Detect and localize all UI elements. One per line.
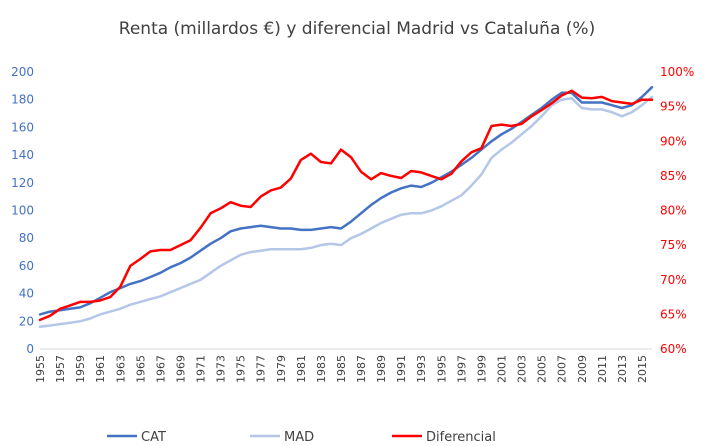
y-right-tick-label: 85%: [660, 169, 687, 183]
x-tick-label: 1965: [134, 355, 147, 383]
x-tick-label: 1969: [174, 355, 187, 383]
legend-label: MAD: [284, 430, 314, 445]
x-tick-label: 1959: [74, 355, 87, 383]
plot-area: 0 20 40 60 80 100 120 140 160 180 200 60% 65% 70% 75% 8…: [11, 65, 694, 383]
y-right-tick-label: 75%: [660, 238, 687, 252]
x-tick-label: 1985: [335, 355, 348, 383]
x-tick-label: 1999: [475, 355, 488, 383]
y-right-tick-label: 100%: [660, 65, 694, 79]
y-right-tick-label: 60%: [660, 342, 687, 356]
y-right-tick-label: 95%: [660, 100, 687, 114]
series-line-mad: [38, 95, 654, 329]
legend: CAT MAD Diferencial: [107, 430, 496, 445]
x-tick-label: 2007: [556, 355, 569, 383]
x-tick-label: 2011: [596, 355, 609, 383]
x-tick-label: 2015: [636, 355, 649, 383]
x-tick-label: 1983: [315, 355, 328, 383]
y-right-tick-label: 70%: [660, 273, 687, 287]
x-tick-label: 1997: [455, 355, 468, 383]
y-left-tick-label: 20: [19, 314, 34, 328]
series-line-diferencial: [38, 89, 654, 322]
x-tick-label: 1977: [255, 355, 268, 383]
x-tick-label: 1993: [415, 355, 428, 383]
y-left-tick-label: 160: [11, 120, 34, 134]
y-left-tick-label: 120: [11, 176, 34, 190]
x-tick-label: 1973: [215, 355, 228, 383]
y-left-tick-label: 80: [19, 231, 34, 245]
y-left-tick-label: 180: [11, 93, 34, 107]
x-tick-label: 1971: [195, 355, 208, 383]
y-left-tick-label: 60: [19, 259, 34, 273]
y-left-tick-label: 140: [11, 148, 34, 162]
y-left-tick-label: 200: [11, 65, 34, 79]
y-left-tick-label: 100: [11, 204, 34, 218]
x-tick-label: 2005: [536, 355, 549, 383]
x-tick-label: 2001: [496, 355, 509, 383]
x-tick-label: 1963: [114, 355, 127, 383]
y-right-tick-label: 80%: [660, 204, 687, 218]
x-tick-label: 1981: [295, 355, 308, 383]
x-tick-label: 1991: [395, 355, 408, 383]
chart-title: Renta (millardos €) y diferencial Madrid…: [119, 19, 595, 39]
x-tick-label: 1995: [435, 355, 448, 383]
x-tick-label: 1967: [154, 355, 167, 383]
x-tick-label: 1955: [34, 355, 47, 383]
legend-label: Diferencial: [426, 430, 496, 445]
legend-label: CAT: [141, 430, 166, 445]
x-tick-label: 2009: [576, 355, 589, 383]
x-tick-label: 1957: [54, 355, 67, 383]
x-tick-label: 2013: [616, 355, 629, 383]
x-tick-label: 1987: [355, 355, 368, 383]
y-right-tick-label: 90%: [660, 134, 687, 148]
x-tick-label: 2003: [516, 355, 529, 383]
x-tick-label: 1975: [235, 355, 248, 383]
y-left-tick-label: 40: [19, 287, 34, 301]
y-right-tick-label: 65%: [660, 307, 687, 321]
x-tick-label: 1989: [375, 355, 388, 383]
y-left-tick-label: 0: [26, 342, 34, 356]
x-tick-label: 1961: [94, 355, 107, 383]
series-line-cat: [38, 85, 654, 316]
x-tick-label: 1979: [275, 355, 288, 383]
